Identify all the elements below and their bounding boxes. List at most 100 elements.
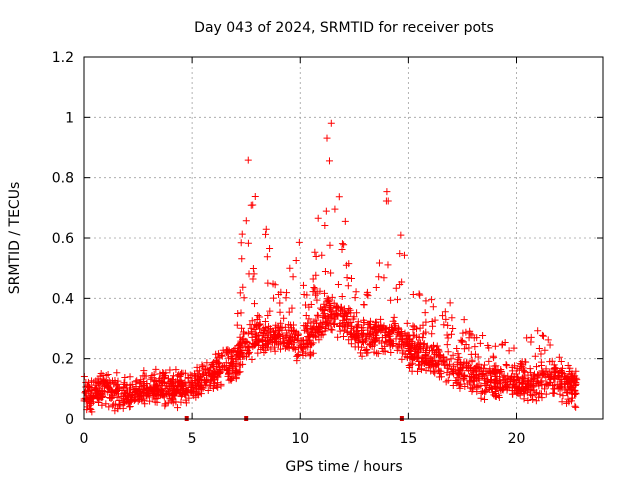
data-point <box>459 329 467 337</box>
data-point <box>484 378 492 386</box>
data-point <box>354 318 362 326</box>
data-point <box>251 321 259 329</box>
data-point <box>474 353 482 361</box>
grid-lines <box>83 56 603 420</box>
data-point <box>403 319 411 327</box>
data-point <box>554 372 562 380</box>
data-point <box>368 335 376 343</box>
data-point <box>345 336 353 344</box>
data-point <box>148 372 156 380</box>
data-point <box>322 315 330 323</box>
data-point <box>348 322 356 330</box>
data-point <box>249 264 257 272</box>
data-point <box>240 330 248 338</box>
data-point <box>379 347 387 355</box>
data-point <box>249 201 257 209</box>
data-point <box>238 230 246 238</box>
data-point <box>321 221 329 229</box>
data-point <box>257 328 265 336</box>
data-point <box>262 346 270 354</box>
data-point <box>292 257 300 265</box>
data-point <box>139 372 147 380</box>
data-point <box>115 390 123 398</box>
data-point <box>313 289 321 297</box>
data-point <box>200 365 208 373</box>
data-point <box>151 398 159 406</box>
data-point <box>512 382 520 390</box>
data-point <box>444 334 452 342</box>
data-point <box>473 362 481 370</box>
data-point <box>326 300 334 308</box>
data-point <box>164 399 172 407</box>
data-point <box>513 389 521 397</box>
data-point <box>305 315 313 323</box>
data-point <box>192 393 200 401</box>
data-point <box>563 399 571 407</box>
data-point <box>389 340 397 348</box>
data-point <box>557 358 565 366</box>
data-point <box>571 402 579 410</box>
data-point <box>197 375 205 383</box>
data-point <box>318 306 326 314</box>
data-point <box>532 397 540 405</box>
data-point <box>237 239 245 247</box>
data-point <box>408 367 416 375</box>
data-point <box>356 349 364 357</box>
data-point <box>364 292 372 300</box>
data-point <box>141 400 149 408</box>
data-point <box>239 283 247 291</box>
data-point <box>322 321 330 329</box>
data-point <box>262 225 270 233</box>
data-point <box>509 390 517 398</box>
data-point <box>263 253 271 261</box>
data-point <box>477 389 485 397</box>
data-point <box>533 377 541 385</box>
data-point <box>109 402 117 410</box>
data-point <box>563 389 571 397</box>
data-point <box>501 338 509 346</box>
data-point <box>540 385 548 393</box>
data-point <box>377 315 385 323</box>
data-point <box>330 310 338 318</box>
data-point <box>326 241 334 249</box>
data-point <box>313 324 321 332</box>
data-point <box>128 380 136 388</box>
data-point <box>491 342 499 350</box>
data-point <box>435 348 443 356</box>
data-point <box>298 343 305 351</box>
data-point <box>420 355 428 363</box>
data-point <box>178 379 186 387</box>
data-point <box>526 387 534 395</box>
data-point <box>419 321 427 329</box>
data-point <box>149 393 157 401</box>
data-point <box>255 335 263 343</box>
data-point <box>382 197 390 205</box>
data-point <box>378 339 386 347</box>
data-point <box>444 321 452 329</box>
data-point <box>442 315 450 323</box>
data-point <box>242 337 250 345</box>
data-point <box>299 281 307 289</box>
data-point <box>223 347 231 355</box>
data-point <box>272 327 280 335</box>
data-point <box>132 395 140 403</box>
data-point <box>341 311 349 319</box>
data-point <box>167 377 175 385</box>
data-point <box>534 327 542 335</box>
data-point <box>300 326 308 334</box>
data-point <box>146 397 154 405</box>
data-point <box>113 393 121 401</box>
data-point <box>515 390 523 398</box>
data-point <box>538 394 546 402</box>
data-point <box>174 404 182 412</box>
data-point <box>172 366 180 374</box>
data-point <box>225 354 233 362</box>
data-point <box>564 362 572 370</box>
data-point <box>417 366 425 374</box>
data-point <box>209 373 217 381</box>
data-point <box>447 355 455 363</box>
data-point <box>343 274 351 282</box>
data-point <box>406 347 414 355</box>
data-point <box>510 344 518 352</box>
data-point <box>318 251 326 259</box>
